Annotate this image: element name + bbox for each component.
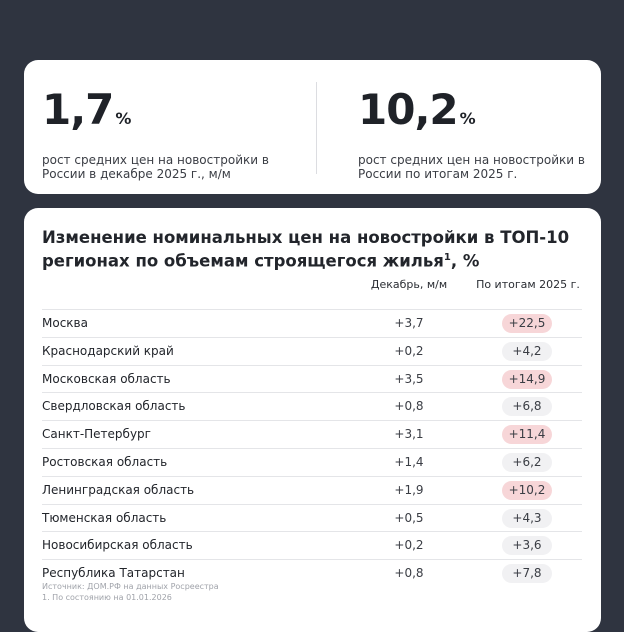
december-change: +1,9 [394,482,424,497]
december-change: +1,4 [394,454,424,469]
table-footnotes: Источник: ДОМ.РФ на данных Росреестра 1.… [42,581,219,603]
stat-yearly: 10,2% рост средних цен на новостройки в … [358,86,588,182]
stat-description: рост средних цен на новостройки в России… [42,153,269,181]
december-change: +0,5 [394,510,424,525]
december-change: +0,2 [394,343,424,358]
regions-table-card: Изменение номинальных цен на новостройки… [24,208,601,632]
region-name: Москва [42,316,88,330]
stat-unit: % [115,109,131,128]
region-name: Тюменская область [42,510,167,525]
december-change: +3,5 [394,371,424,386]
year-change: +3,6 [502,536,552,556]
region-name: Ростовская область [42,454,168,469]
table-row: Тюменская область +0,5 +4,3 [42,505,582,533]
stat-unit: % [459,109,476,128]
table-row: Московская область +3,5 +14,9 [42,366,582,394]
stats-divider [316,82,317,174]
stat-description: рост средних цен на новостройки в России… [358,153,585,181]
region-name: Ленинградская область [42,482,195,497]
december-change: +0,8 [394,399,424,414]
region-name: Новосибирская область [42,538,193,553]
year-change: +4,2 [502,341,552,361]
december-change: +0,2 [394,538,424,553]
table-title-text: Изменение номинальных цен на новостройки… [42,228,570,271]
year-change: +7,8 [502,564,552,584]
table-row: Новосибирская область +0,2 +3,6 [42,532,582,561]
december-change: +3,1 [394,427,424,442]
region-name: Краснодарский край [42,343,174,358]
december-change: +0,8 [394,566,424,581]
stat-number: 1,7 [42,85,114,134]
year-change-highlighted: +14,9 [502,369,552,389]
table-row: Ростовская область +1,4 +6,2 [42,449,582,477]
year-change-highlighted: +10,2 [502,480,552,500]
stat-monthly: 1,7% рост средних цен на новостройки в Р… [42,86,272,182]
table-title-unit: , % [450,251,480,271]
column-header-year: По итогам 2025 г. [476,278,580,291]
table-title: Изменение номинальных цен на новостройки… [42,228,582,272]
table-title-footnote-mark: 1 [443,252,451,263]
stat-value: 1,7% [42,86,272,143]
table-row: Свердловская область +0,8 +6,8 [42,393,582,422]
year-change-highlighted: +11,4 [502,425,552,445]
year-change: +4,3 [502,508,552,528]
stat-number: 10,2 [358,85,459,134]
stats-card: 1,7% рост средних цен на новостройки в Р… [24,60,601,194]
table-row: Ленинградская область +1,9 +10,2 [42,477,582,505]
table-row: Москва +3,7 +22,5 [42,309,582,338]
source-note: Источник: ДОМ.РФ на данных Росреестра [42,582,219,591]
region-name: Санкт-Петербург [42,427,151,442]
year-change: +6,2 [502,452,552,472]
region-name: Свердловская область [42,399,186,414]
table-row: Республика Татарстан +0,8 +7,8 [42,560,582,587]
year-change: +6,8 [502,397,552,417]
footnote: 1. По состоянию на 01.01.2026 [42,593,172,602]
table-body: Москва +3,7 +22,5 Краснодарский край +0,2 +4,… [42,309,582,587]
december-change: +3,7 [394,316,424,330]
stat-value: 10,2% [358,86,588,143]
region-name: Республика Татарстан [42,566,185,581]
region-name: Московская область [42,371,171,386]
table-row: Санкт-Петербург +3,1 +11,4 [42,421,582,449]
column-header-december: Декабрь, м/м [370,278,448,291]
year-change-highlighted: +22,5 [502,314,552,333]
table-row: Краснодарский край +0,2 +4,2 [42,338,582,366]
